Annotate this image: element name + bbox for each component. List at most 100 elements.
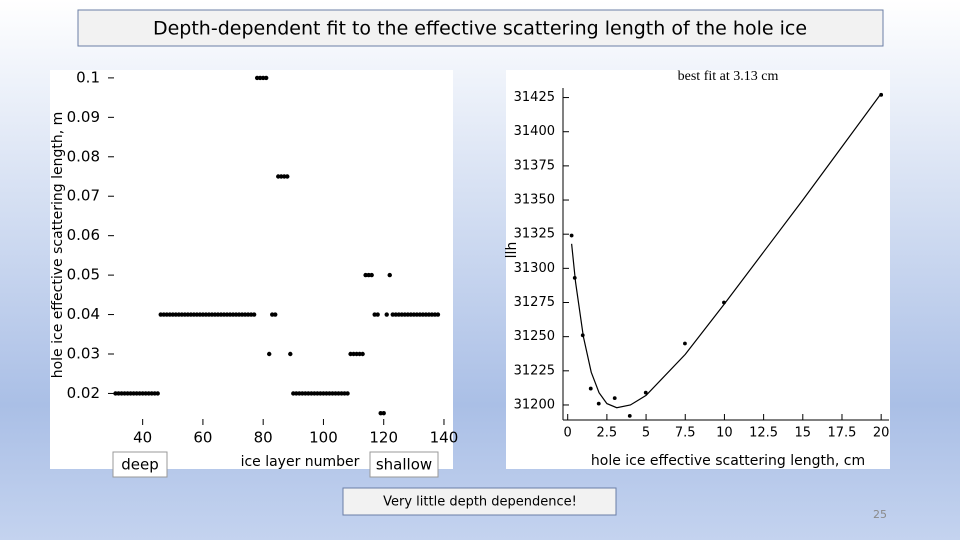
point <box>345 391 350 396</box>
y-tick-label: 31375 <box>514 158 555 173</box>
point <box>239 312 245 317</box>
point <box>233 312 239 317</box>
x-tick-label: 20 <box>873 426 890 441</box>
point <box>348 351 353 357</box>
point <box>137 391 142 396</box>
note: Very little depth dependence! <box>383 495 577 510</box>
point <box>248 312 254 317</box>
point <box>206 312 212 317</box>
point <box>303 391 308 396</box>
point <box>270 312 275 317</box>
y-tick-label: 0.05 <box>67 266 100 284</box>
point <box>378 410 383 416</box>
y-tick-label: 0.03 <box>67 345 100 363</box>
point <box>173 312 178 317</box>
point <box>435 312 441 317</box>
point <box>330 391 335 396</box>
y-tick-label: 31275 <box>514 295 555 310</box>
point <box>351 351 356 357</box>
x-tick-label: 80 <box>254 429 273 447</box>
point <box>200 312 206 317</box>
y-tick-label: 31400 <box>514 124 555 139</box>
chart-panel <box>50 70 453 469</box>
point <box>879 92 884 97</box>
point <box>257 75 263 81</box>
point <box>627 414 632 418</box>
x-tick-label: 120 <box>369 429 398 447</box>
point <box>333 391 338 396</box>
point <box>185 312 191 317</box>
page-number: 25 <box>873 508 887 521</box>
y-axis-label: llh <box>504 242 520 259</box>
annotation-box <box>369 451 439 478</box>
point <box>306 391 311 396</box>
point <box>170 312 175 317</box>
point <box>119 391 124 396</box>
point <box>683 341 687 346</box>
point <box>402 312 408 317</box>
point <box>372 312 377 317</box>
title-box <box>77 9 884 47</box>
point <box>384 312 389 317</box>
point <box>155 391 160 396</box>
annotation: shallow <box>376 456 432 474</box>
x-tick-label: 5 <box>642 426 650 441</box>
point <box>134 391 139 396</box>
point <box>224 312 230 317</box>
point <box>149 391 154 396</box>
point <box>282 174 287 179</box>
point <box>312 391 317 396</box>
fit-curve <box>571 93 882 409</box>
point <box>188 312 194 317</box>
point <box>291 391 296 396</box>
point <box>176 312 182 317</box>
point <box>432 312 438 317</box>
x-tick-label: 7.5 <box>675 426 696 441</box>
annotation: deep <box>121 456 159 474</box>
point <box>360 351 365 357</box>
y-tick-label: 31225 <box>514 363 555 378</box>
point <box>251 312 257 317</box>
point <box>324 391 329 396</box>
point <box>327 391 332 396</box>
point <box>612 396 617 401</box>
point <box>230 312 236 317</box>
point <box>381 410 386 416</box>
point <box>218 312 224 317</box>
point <box>113 391 118 396</box>
x-tick-label: 140 <box>430 429 459 447</box>
x-tick-label: 2.5 <box>597 426 618 441</box>
point <box>285 174 290 179</box>
point <box>242 312 248 317</box>
point <box>152 391 157 396</box>
point <box>375 312 380 317</box>
point <box>569 233 574 238</box>
point <box>572 276 577 280</box>
y-tick-label: 0.04 <box>67 305 100 323</box>
point <box>417 312 423 317</box>
point <box>128 391 133 396</box>
point <box>294 391 299 396</box>
y-tick-label: 0.07 <box>67 187 100 205</box>
point <box>212 312 218 317</box>
point <box>580 333 585 338</box>
chart-panel <box>506 70 890 469</box>
y-tick-label: 31350 <box>514 193 555 208</box>
point <box>321 391 326 396</box>
point <box>297 391 302 396</box>
point <box>423 312 429 317</box>
point <box>236 312 242 317</box>
point <box>588 386 593 391</box>
y-tick-label: 31200 <box>514 397 555 412</box>
point <box>357 351 362 357</box>
point <box>390 312 395 317</box>
point <box>288 351 293 357</box>
point <box>643 390 648 395</box>
point <box>315 391 320 396</box>
point <box>254 75 260 81</box>
point <box>309 391 314 396</box>
y-tick-label: 31300 <box>514 261 555 276</box>
y-tick-label: 0.06 <box>67 226 100 244</box>
point <box>125 391 130 396</box>
